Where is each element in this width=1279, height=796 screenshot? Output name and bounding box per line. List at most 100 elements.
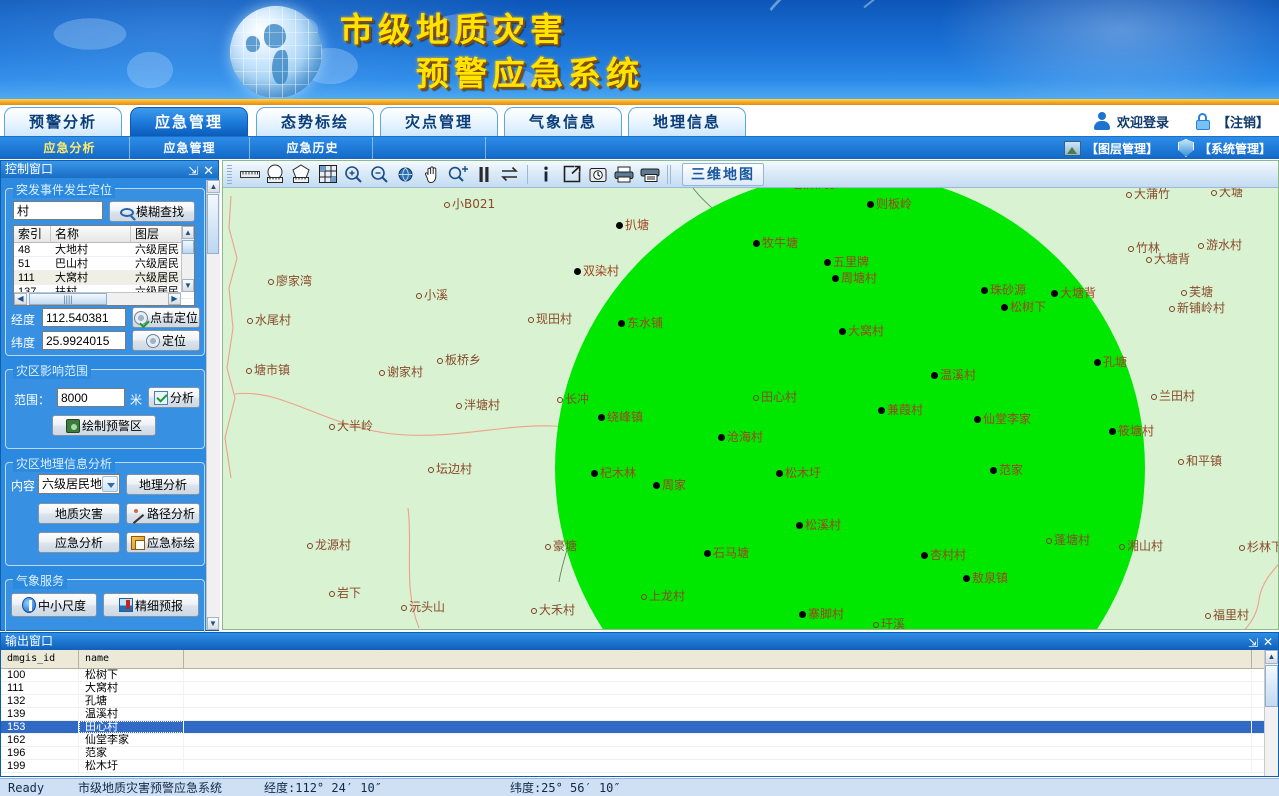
grid-icon[interactable]	[315, 163, 340, 186]
pan-hand-icon[interactable]	[419, 163, 444, 186]
table-row[interactable]: 196 范家	[1, 747, 1278, 760]
measure-polygon-icon[interactable]	[289, 163, 314, 186]
map-poi-label[interactable]: 杉林下	[1239, 541, 1278, 553]
map-poi-label[interactable]: 温溪村	[931, 369, 976, 381]
welcome-login-label[interactable]: 欢迎登录	[1116, 114, 1169, 130]
map-poi-label[interactable]: 蓬塘村	[1046, 534, 1090, 546]
subtab-3[interactable]	[376, 137, 486, 159]
map-poi-label[interactable]: 石马塘	[704, 547, 749, 559]
map-poi-label[interactable]: 大塘	[1211, 188, 1243, 198]
list-vertical-scrollbar[interactable]: ▲ ▼	[181, 226, 194, 292]
map-poi-label[interactable]: 敖泉镇	[963, 572, 1008, 584]
map-poi-label[interactable]: 兰田村	[1151, 390, 1195, 402]
column-header-name[interactable]: 名称	[51, 226, 131, 242]
map-poi-label[interactable]: 泮塘村	[456, 399, 500, 411]
output-column-header-name[interactable]: name	[79, 650, 184, 668]
geo-hazard-button[interactable]: 地质灾害	[38, 503, 120, 524]
map-poi-label[interactable]: 坛边村	[428, 463, 472, 475]
tab-5[interactable]: 地理信息	[628, 107, 746, 136]
geo-analysis-button[interactable]: 地理分析	[126, 474, 200, 495]
pin-icon[interactable]: ⇲	[187, 164, 198, 178]
column-header-index[interactable]: 索引	[14, 226, 51, 242]
draw-warning-zone-button[interactable]: 绘制预警区	[52, 415, 156, 436]
map-poi-label[interactable]: 福里村	[1205, 609, 1249, 621]
analyze-button[interactable]: 分析	[148, 387, 200, 408]
map-poi-label[interactable]: 扒塘	[616, 219, 649, 231]
zoom-in-icon[interactable]	[341, 163, 366, 186]
table-row[interactable]: 153 田心村	[1, 721, 1278, 734]
output-vertical-scrollbar[interactable]: ▲	[1264, 650, 1278, 776]
map-poi-label[interactable]: 谢家村	[379, 366, 423, 378]
subtab-2[interactable]: 应急历史	[253, 137, 373, 159]
scroll-down-icon[interactable]: ▼	[182, 279, 194, 292]
map-poi-label[interactable]: 大禾村	[531, 604, 575, 616]
info-icon[interactable]	[533, 163, 558, 186]
map-poi-label[interactable]: 大蒲竹	[1126, 188, 1170, 200]
select-zoom-icon[interactable]	[445, 163, 470, 186]
fuzzy-search-button[interactable]: 模糊查找	[109, 201, 195, 222]
chevron-down-icon[interactable]	[102, 476, 118, 492]
map-poi-label[interactable]: 松溪村	[796, 519, 841, 531]
map-poi-label[interactable]: 长冲	[557, 393, 589, 405]
list-item[interactable]: 51 巴山村 六级居民	[14, 257, 194, 271]
map-poi-label[interactable]: 水尾村	[247, 314, 291, 326]
scroll-thumb[interactable]	[182, 240, 194, 254]
tab-3[interactable]: 灾点管理	[380, 107, 498, 136]
emergency-analysis-button[interactable]: 应急分析	[38, 532, 120, 553]
map-poi-label[interactable]: 龙源村	[307, 539, 351, 551]
pause-icon[interactable]	[471, 163, 496, 186]
table-row[interactable]: 162 仙堂李家	[1, 734, 1278, 747]
map-poi-label[interactable]: 珠砂源	[981, 284, 1026, 296]
map-poi-label[interactable]: 沅头山	[401, 601, 445, 613]
map-poi-label[interactable]: 竹林	[1128, 242, 1160, 254]
map-poi-label[interactable]: 孔塘	[1094, 356, 1127, 368]
map-poi-label[interactable]: 周塘村	[832, 272, 877, 284]
table-row[interactable]: 111 大窝村	[1, 682, 1278, 695]
output-scroll-thumb[interactable]	[1265, 665, 1278, 707]
print-preview-icon[interactable]	[637, 163, 662, 186]
ruler-icon[interactable]	[237, 163, 262, 186]
hscroll-thumb[interactable]: ||||	[29, 293, 107, 305]
mesoscale-button[interactable]: 中小尺度	[11, 593, 97, 617]
map-poi-label[interactable]: 豪塘	[545, 540, 577, 552]
output-close-icon[interactable]: ✕	[1262, 635, 1273, 649]
map-poi-label[interactable]: 松木圩	[776, 467, 821, 479]
scroll-up-icon[interactable]: ▲	[182, 226, 194, 239]
map-poi-label[interactable]: 周家	[653, 479, 686, 491]
measure-circle-icon[interactable]	[263, 163, 288, 186]
zoom-out-icon[interactable]	[367, 163, 392, 186]
map-poi-label[interactable]: 塘市镇	[246, 364, 290, 376]
panel-vertical-scrollbar[interactable]: ▲ ▼	[206, 180, 220, 630]
map-poi-label[interactable]: 则板岭	[867, 198, 912, 210]
logout-link[interactable]: 【注销】	[1216, 114, 1269, 130]
click-locate-button[interactable]: 点击定位	[132, 307, 200, 328]
globe-full-extent-icon[interactable]	[393, 163, 418, 186]
tab-2[interactable]: 态势标绘	[256, 107, 374, 136]
map-poi-label[interactable]: 田心村	[753, 391, 797, 403]
subtab-1[interactable]: 应急管理	[130, 137, 250, 159]
map-poi-label[interactable]: 小B021	[444, 198, 495, 210]
map-poi-label[interactable]: 筱塘村	[1109, 425, 1154, 437]
scroll-right-icon[interactable]: ▶	[168, 293, 181, 305]
panel-scroll-up-icon[interactable]: ▲	[207, 180, 220, 193]
output-column-header-id[interactable]: dmgis_id	[1, 650, 79, 668]
emergency-plot-button[interactable]: 应急标绘	[126, 532, 200, 553]
three-d-map-button[interactable]: 三维地图	[682, 162, 764, 186]
map-poi-label[interactable]: 大半岭	[329, 420, 373, 432]
map-poi-label[interactable]: 范家	[990, 464, 1023, 476]
range-input[interactable]: 8000	[57, 388, 125, 407]
map-poi-label[interactable]: 廖家湾	[268, 275, 312, 287]
table-row[interactable]: 199 松木圩	[1, 760, 1278, 773]
tab-1[interactable]: 应急管理	[130, 107, 248, 136]
map-view[interactable]: 三维地图	[222, 160, 1279, 630]
output-column-header-blank[interactable]	[184, 650, 1252, 668]
map-poi-label[interactable]: 板桥乡	[437, 354, 481, 366]
map-poi-label[interactable]: 杞木林	[591, 467, 636, 479]
list-horizontal-scrollbar[interactable]: ◀ |||| ▶	[14, 292, 181, 305]
locate-button[interactable]: 定位	[132, 330, 200, 351]
latitude-input[interactable]: 25.9924015	[42, 331, 126, 350]
map-poi-label[interactable]: 芙塘	[1181, 286, 1213, 298]
map-poi-label[interactable]: 小溪	[416, 289, 448, 301]
map-poi-label[interactable]: 绕峰镇	[598, 411, 643, 423]
panel-scroll-thumb[interactable]	[207, 194, 219, 254]
